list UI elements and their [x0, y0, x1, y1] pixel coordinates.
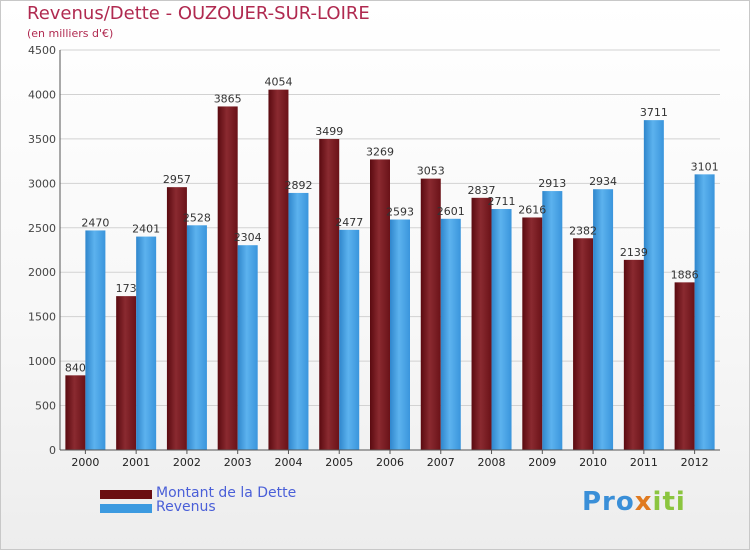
bar-revenue	[542, 191, 563, 451]
bar-revenue	[694, 174, 715, 450]
bar-debt	[217, 106, 238, 450]
bar-revenue	[440, 218, 461, 450]
data-label-revenue: 2934	[589, 175, 617, 188]
bar-debt	[674, 282, 695, 450]
bar-debt	[319, 138, 340, 450]
bar-debt	[268, 89, 289, 451]
data-label-debt: 840	[65, 361, 86, 374]
bar-debt	[65, 375, 86, 450]
bar-debt	[166, 187, 187, 450]
data-label-debt: 4054	[264, 76, 292, 89]
bar-debt	[623, 259, 644, 450]
data-label-revenue: 2477	[335, 216, 363, 229]
logo-part-1: Pro	[582, 487, 635, 517]
bar-revenue	[136, 236, 157, 450]
bar-debt	[370, 159, 390, 450]
x-tick-label: 2006	[376, 456, 404, 469]
data-label-debt: 3499	[315, 125, 343, 138]
proxiti-logo: Proxiti	[582, 487, 686, 517]
x-tick-label: 2011	[630, 456, 658, 469]
x-tick-label: 2004	[274, 456, 302, 469]
data-label-debt: 3269	[366, 145, 394, 158]
y-tick-label: 0	[49, 444, 56, 457]
data-label-debt: 173	[116, 282, 137, 295]
y-tick-label: 1500	[28, 311, 56, 324]
bar-debt	[471, 197, 492, 450]
bar-revenue	[491, 209, 512, 450]
legend-swatch-debt	[100, 490, 152, 499]
data-label-debt: 3053	[417, 165, 445, 178]
data-label-debt: 1886	[671, 268, 699, 281]
data-label-revenue: 2593	[386, 206, 414, 219]
x-tick-label: 2009	[528, 456, 556, 469]
data-label-revenue: 2528	[183, 211, 211, 224]
data-label-revenue: 2711	[488, 195, 516, 208]
x-tick-label: 2003	[224, 456, 252, 469]
data-label-revenue: 3711	[640, 106, 668, 119]
legend-label-debt: Montant de la Dette	[156, 485, 297, 501]
x-tick-label: 2012	[681, 456, 709, 469]
data-label-debt: 2837	[468, 184, 496, 197]
data-label-debt: 2382	[569, 224, 597, 237]
chart-subtitle: (en milliers d'€)	[27, 27, 114, 40]
data-label-debt: 2139	[620, 246, 648, 259]
x-tick-label: 2005	[325, 456, 353, 469]
data-label-revenue: 2304	[234, 231, 262, 244]
data-label-revenue: 3101	[691, 160, 719, 173]
data-label-debt: 2616	[518, 203, 546, 216]
y-tick-label: 3500	[28, 133, 56, 146]
y-tick-label: 3000	[28, 177, 56, 190]
y-tick-label: 2500	[28, 222, 56, 235]
bar-revenue	[186, 225, 207, 450]
data-label-revenue: 2401	[132, 223, 160, 236]
logo-part-3: iti	[652, 487, 686, 517]
y-tick-label: 1000	[28, 355, 56, 368]
x-tick-label: 2001	[122, 456, 150, 469]
data-label-revenue: 2601	[437, 205, 465, 218]
bar-revenue	[237, 245, 258, 450]
legend-label-revenue: Revenus	[156, 499, 216, 515]
data-label-revenue: 2913	[538, 177, 566, 190]
legend-swatch-revenue	[100, 504, 152, 513]
bar-debt	[573, 238, 594, 450]
y-tick-label: 4500	[28, 44, 56, 57]
x-tick-label: 2010	[579, 456, 607, 469]
bar-revenue	[643, 120, 664, 450]
data-label-revenue: 2892	[284, 179, 312, 192]
y-tick-label: 2000	[28, 266, 56, 279]
y-tick-label: 500	[35, 400, 56, 413]
bar-revenue	[85, 230, 106, 450]
logo-part-2: x	[634, 487, 653, 517]
x-tick-label: 2002	[173, 456, 201, 469]
bar-revenue	[390, 219, 410, 450]
bar-debt	[522, 217, 543, 450]
x-tick-label: 2000	[71, 456, 99, 469]
bar-debt	[116, 296, 137, 450]
chart-title: Revenus/Dette - OUZOUER-SUR-LOIRE	[27, 3, 370, 24]
data-label-debt: 2957	[163, 173, 191, 186]
x-tick-label: 2007	[427, 456, 455, 469]
bar-revenue	[288, 192, 309, 450]
data-label-debt: 3865	[214, 92, 242, 105]
bar-revenue	[593, 189, 614, 450]
x-tick-label: 2008	[478, 456, 506, 469]
y-tick-label: 4000	[28, 88, 56, 101]
data-label-revenue: 2470	[81, 216, 109, 229]
bar-revenue	[339, 229, 360, 450]
bar-debt	[420, 178, 441, 450]
